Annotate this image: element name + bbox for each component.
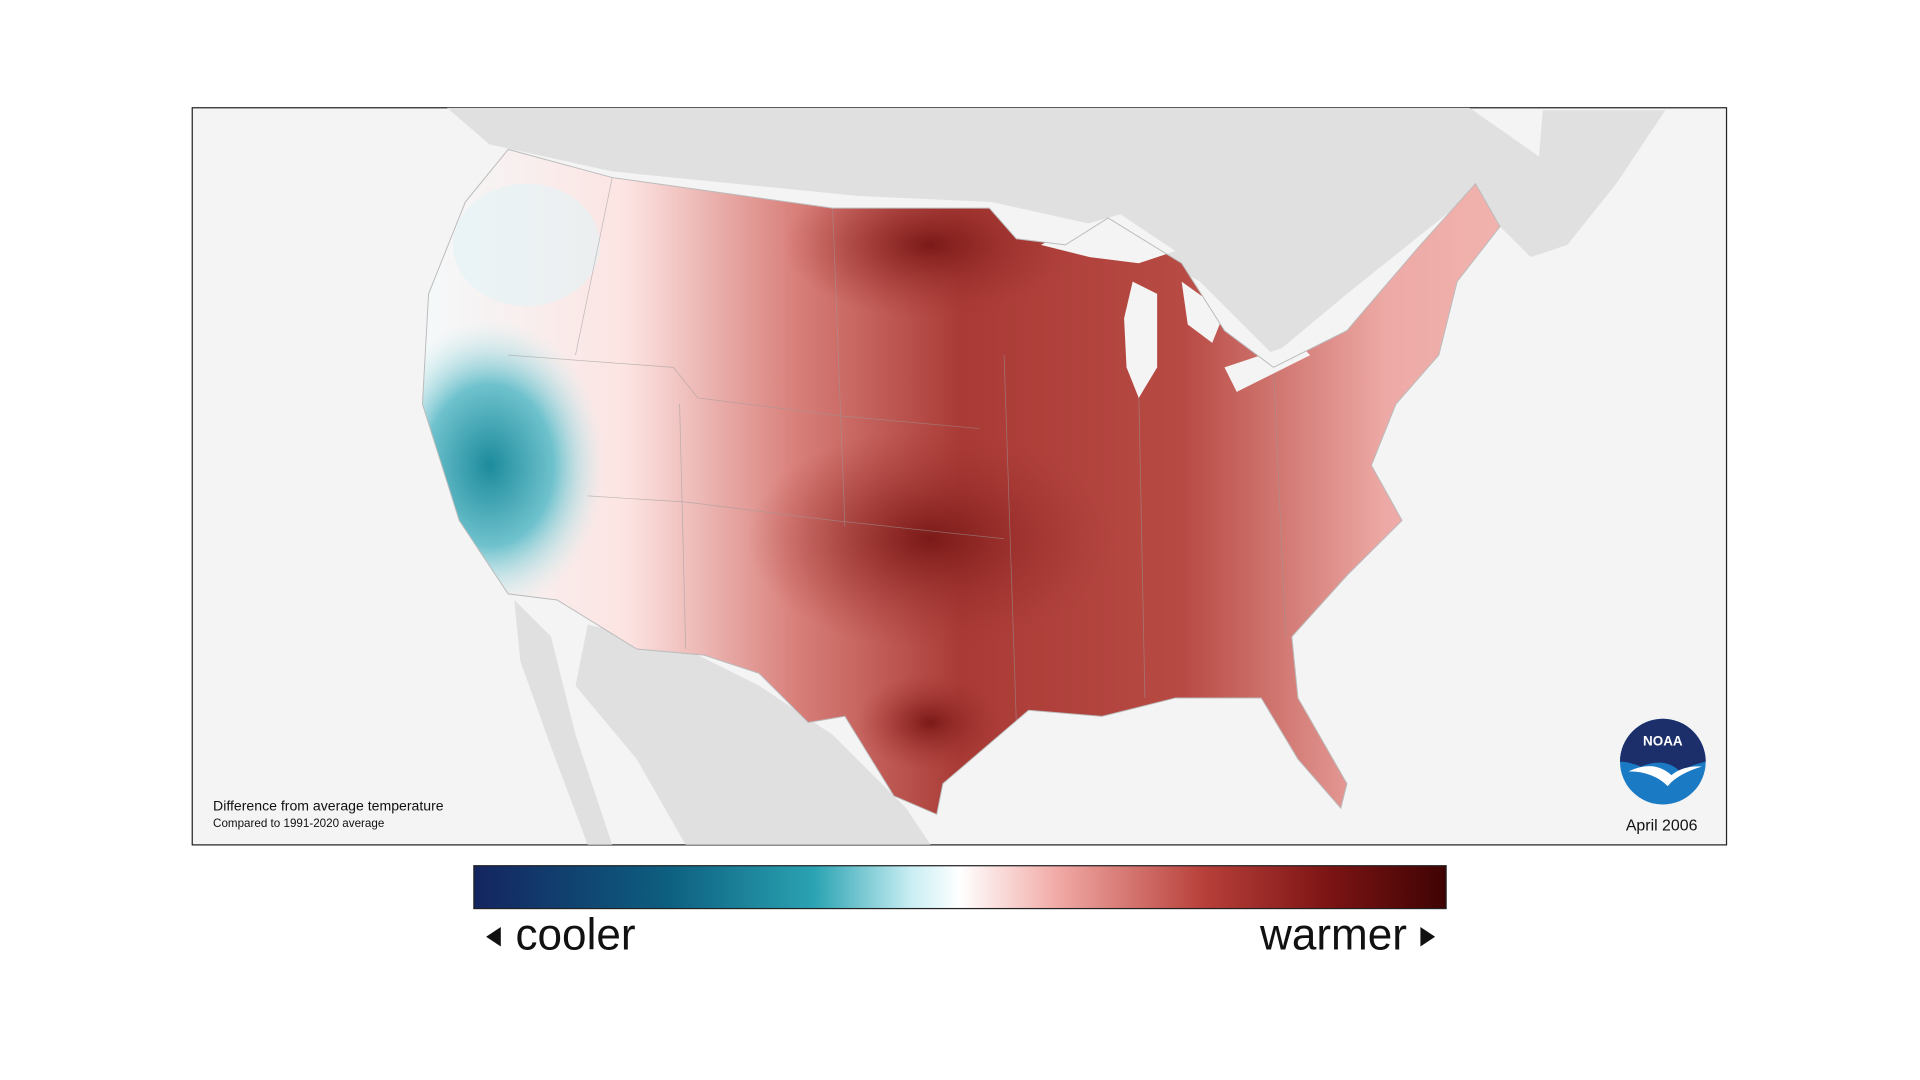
legend-low-label: cooler: [516, 911, 636, 960]
great-lakes: [1040, 214, 1311, 398]
legend-colorbar: [473, 865, 1447, 910]
map-title: Difference from average temperature: [213, 798, 444, 814]
legend-high-label: warmer: [1259, 911, 1407, 960]
map-subtitle: Compared to 1991-2020 average: [213, 817, 384, 830]
warmer-arrow: [1420, 926, 1436, 947]
map-date: April 2006: [1626, 818, 1698, 835]
noaa-logo: NOAA: [1620, 718, 1706, 805]
logo-text: NOAA: [1643, 734, 1683, 749]
cooler-arrow: [486, 926, 501, 947]
background-land: [446, 107, 1666, 845]
